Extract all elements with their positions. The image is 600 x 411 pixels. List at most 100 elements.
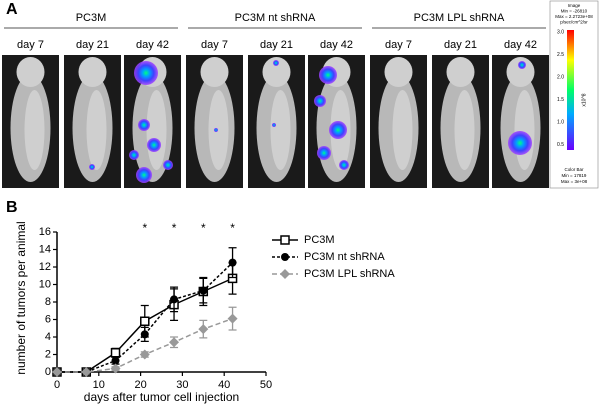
mouse-highlight [454,90,475,170]
colorbar-tick: 2.5 [557,52,564,58]
day-label: day 7 [201,39,228,51]
color-bar-gradient [567,30,574,150]
day-label: day 7 [17,39,44,51]
signal-blob [136,167,152,183]
panel-label: B [6,199,18,216]
marker-circle [199,286,208,295]
colorbar-header: Min = -26810 [561,9,588,14]
y-tick-label: 14 [39,243,51,255]
day-label: day 21 [76,39,109,51]
signal-blob [319,66,337,84]
mouse-head [78,57,107,87]
y-axis-label: number of tumors per animal [14,221,28,374]
y-tick-label: 0 [45,366,51,378]
x-tick-label: 40 [218,379,230,391]
x-tick-label: 0 [54,379,60,391]
mouse-highlight [86,90,107,170]
day-label: day 42 [136,39,169,51]
mouse-head [200,57,229,87]
colorbar-tick: 1.5 [557,97,564,103]
signal-blob [147,138,161,152]
legend-label: PC3M nt shRNA [304,251,385,263]
marker-diamond [227,313,238,324]
signal-blob [518,61,526,69]
mouse-highlight [392,90,413,170]
marker-diamond [52,367,62,377]
marker-diamond [198,324,209,335]
colorbar-tick: 1.0 [557,119,564,125]
legend-label: PC3M LPL shRNA [304,268,395,280]
colorbar-footer: Color Bar [564,167,584,172]
mouse-head [446,57,475,87]
panel-label: A [6,1,18,18]
y-tick-label: 8 [45,296,51,308]
y-tick-label: 2 [45,348,51,360]
significance-mark: * [201,221,206,235]
legend-label: PC3M [304,234,335,246]
y-tick-label: 16 [39,226,51,238]
x-tick-label: 20 [134,379,146,391]
marker-circle [170,295,179,304]
colorbar-header: Max = 2.2723e+08 [555,14,593,19]
signal-blob [339,160,349,170]
marker-square [110,348,121,358]
legend-marker [280,269,290,279]
colorbar-tick: 0.5 [557,142,564,148]
colorbar-footer: Min = 17819 [562,173,587,178]
y-tick-label: 12 [39,261,51,273]
marker-diamond [110,363,121,374]
signal-blob [329,121,347,139]
mouse-head [506,57,535,87]
day-label: day 7 [385,39,412,51]
colorbar-tick: 3.0 [557,29,564,35]
group-title: PC3M LPL shRNA [414,12,505,24]
legend-marker [280,235,290,245]
marker-diamond [139,349,150,360]
colorbar-header: Image [568,3,581,8]
colorbar-tick: 2.0 [557,74,564,80]
significance-mark: * [172,221,177,235]
group-title: PC3M [76,12,107,24]
marker-circle [140,330,149,339]
mouse-highlight [24,90,45,170]
x-tick-label: 10 [93,379,105,391]
marker-square [140,316,150,326]
day-label: day 21 [260,39,293,51]
x-tick-label: 50 [260,379,272,391]
signal-blob [314,95,326,107]
signal-blob [273,60,279,66]
marker-circle [111,356,120,365]
y-tick-label: 10 [39,278,51,290]
colorbar-unit: x10^8 [581,93,587,106]
day-label: day 21 [444,39,477,51]
y-tick-label: 6 [45,313,51,325]
mouse-highlight [146,90,167,170]
signal-blob [89,164,95,170]
marker-diamond [169,337,180,348]
signal-blob [508,131,532,155]
mouse-head [16,57,45,87]
y-tick-label: 4 [45,331,51,343]
significance-mark: * [142,221,147,235]
signal-blob [129,150,139,160]
signal-blob [138,119,150,131]
marker-circle [228,258,237,267]
signal-blob [134,61,158,85]
legend-marker [281,253,289,261]
mouse-head [262,57,291,87]
mouse-head [384,57,413,87]
mouse-highlight [270,90,291,170]
x-tick-label: 30 [176,379,188,391]
x-axis-label: days after tumor cell injection [84,390,239,404]
mouse-highlight [514,90,535,170]
colorbar-header: p/sec/cm^2/sr [560,20,588,25]
marker-diamond [81,367,92,377]
signal-blob [214,128,218,132]
mouse-highlight [208,90,229,170]
signal-blob [317,146,331,160]
day-label: day 42 [504,39,537,51]
day-label: day 42 [320,39,353,51]
signal-blob [272,123,276,127]
